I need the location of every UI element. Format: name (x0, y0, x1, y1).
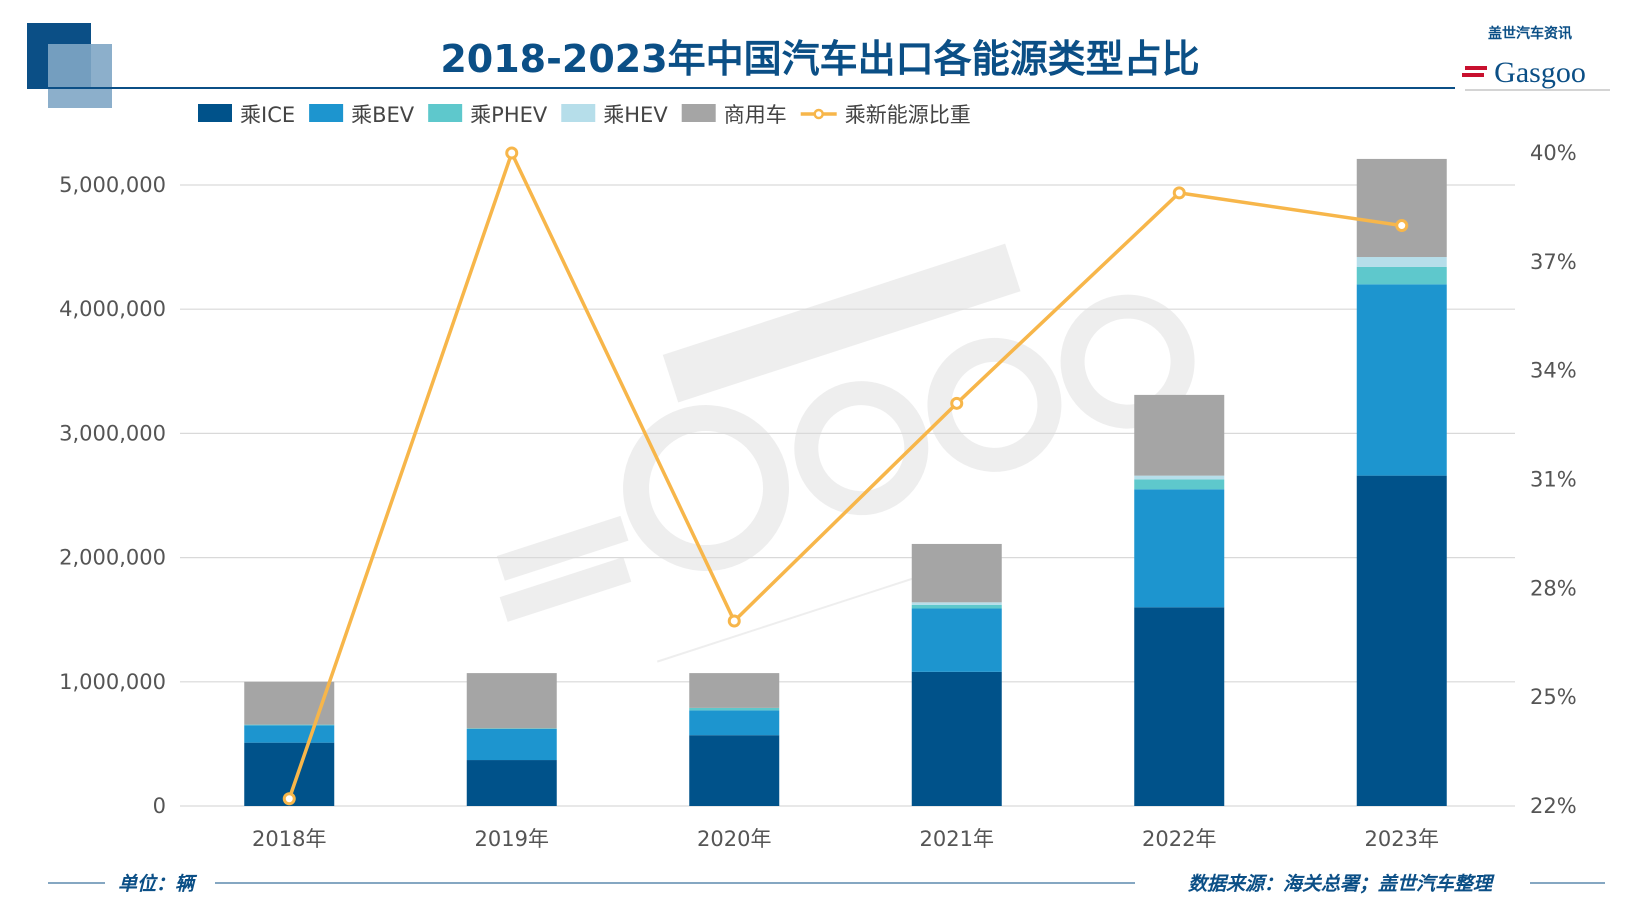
y-right-tick-label: 31% (1530, 468, 1577, 492)
logo-subtitle: 盖世汽车资讯 (1488, 25, 1572, 42)
bar-segment (1134, 489, 1225, 608)
legend-label: 乘PHEV (470, 103, 548, 127)
x-tick-label: 2020年 (697, 827, 771, 851)
x-tick-label: 2022年 (1142, 827, 1216, 851)
bar-segment (911, 602, 1002, 605)
bar-segment (1356, 257, 1447, 267)
bar-segment (1134, 394, 1225, 476)
watermark (496, 243, 1195, 663)
legend-line-marker (813, 108, 824, 120)
legend-label: 乘HEV (603, 103, 668, 127)
legend-label: 乘BEV (351, 103, 415, 127)
bar-segment (1356, 284, 1447, 476)
bar-segment (689, 735, 780, 806)
gasgoo-logo: 盖世汽车资讯 Gasgoo (1462, 25, 1610, 91)
legend-label: 乘新能源比重 (845, 103, 971, 127)
legend-swatch (198, 104, 232, 122)
y-left-tick-label: 3,000,000 (59, 421, 166, 445)
y-left-tick-label: 2,000,000 (59, 546, 166, 570)
line-point (282, 792, 296, 806)
legend-swatch (561, 104, 596, 122)
x-tick-label: 2023年 (1365, 827, 1439, 851)
bar-segment (466, 728, 557, 761)
y-right-tick-label: 28% (1530, 576, 1577, 600)
header-decoration (48, 44, 112, 108)
x-tick-label: 2021年 (920, 827, 994, 851)
legend-swatch (428, 104, 463, 122)
source-label: 数据来源：海关总署；盖世汽车整理 (1188, 873, 1495, 895)
bar-segment (689, 707, 780, 711)
x-tick-label: 2018年 (252, 827, 326, 851)
line-point (1172, 186, 1186, 200)
bar-segment (244, 681, 335, 725)
bar-segment (911, 608, 1002, 672)
chart-title: 2018-2023年中国汽车出口各能源类型占比 (440, 37, 1199, 81)
bar-segment (689, 673, 780, 708)
bar-segment (1356, 158, 1447, 258)
legend-swatch (681, 104, 716, 122)
line-point (1395, 219, 1409, 233)
x-tick-label: 2019年 (475, 827, 549, 851)
y-left-tick-label: 5,000,000 (59, 173, 166, 197)
bar-segment (466, 760, 557, 806)
bar-segment (466, 673, 557, 729)
line-point (950, 396, 964, 410)
unit-label: 单位：辆 (118, 873, 198, 895)
legend-label: 商用车 (724, 103, 787, 127)
y-right-tick-label: 34% (1530, 359, 1577, 383)
bar-segment (1134, 479, 1225, 490)
bar-segment (466, 728, 557, 729)
line-series (287, 148, 1403, 800)
line-point (727, 614, 741, 628)
bar-segment (244, 725, 335, 743)
bar-segment (1356, 266, 1447, 285)
bar-segment (1134, 607, 1225, 806)
y-right-tick-label: 40% (1530, 141, 1577, 165)
y-left-tick-label: 4,000,000 (59, 297, 166, 321)
legend-swatch (309, 104, 344, 122)
bar-segment (911, 671, 1002, 806)
bar-segment (689, 710, 780, 736)
logo-wordmark: Gasgoo (1494, 56, 1586, 89)
y-left-tick-label: 0 (153, 794, 166, 818)
line-point (505, 146, 519, 160)
bar-segment (911, 543, 1002, 603)
y-right-tick-label: 22% (1530, 794, 1577, 818)
y-left-tick-label: 1,000,000 (59, 670, 166, 694)
bar-segment (911, 604, 1002, 609)
bar-segment (244, 724, 335, 726)
legend-label: 乘ICE (240, 103, 295, 127)
y-right-tick-label: 37% (1530, 250, 1577, 274)
bar-segment (1134, 475, 1225, 480)
y-right-tick-label: 25% (1530, 685, 1577, 709)
bar-segment (1356, 475, 1447, 806)
